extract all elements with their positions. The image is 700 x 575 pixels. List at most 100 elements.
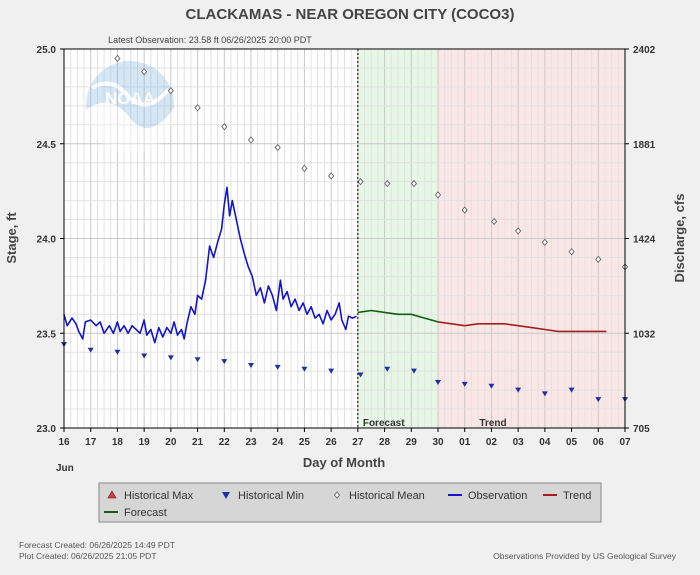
min-marker (328, 368, 335, 374)
y-left-tick-label: 24.0 (37, 235, 57, 246)
x-axis-label: Day of Month (303, 455, 385, 470)
legend: Historical Max Historical Min Historical M… (104, 490, 591, 519)
mean-marker (274, 143, 281, 152)
legend-box (98, 482, 602, 523)
mean-marker (221, 122, 228, 131)
legend-item-historical-max: Historical Max (107, 490, 194, 502)
min-marker (301, 366, 308, 372)
latest-observation: Latest Observation: 23.58 ft 06/26/2025 … (108, 35, 312, 45)
series-forecast (357, 309, 439, 323)
x-tick-label: 30 (432, 437, 444, 448)
series-trend (437, 321, 607, 333)
y-axis-right-label: Discharge, cfs (672, 194, 687, 283)
series-historical-mean (114, 54, 629, 271)
legend-label: Trend (563, 490, 591, 502)
y-right-tick-label: 1881 (633, 140, 656, 151)
min-marker (541, 391, 548, 397)
mean-marker (167, 86, 174, 95)
month-label: Jun (56, 463, 74, 474)
chart-title: CLACKAMAS - NEAR OREGON CITY (COCO3) (186, 6, 515, 23)
legend-label: Historical Max (124, 490, 194, 502)
min-marker (410, 368, 417, 374)
min-marker (194, 357, 201, 363)
legend-item-trend: Trend (543, 490, 591, 502)
x-tick-label: 05 (566, 437, 578, 448)
mean-marker (194, 104, 201, 112)
mean-marker (357, 177, 364, 186)
series-line (437, 321, 607, 333)
legend-item-forecast: Forecast (104, 507, 167, 519)
x-tick-label: 24 (272, 437, 284, 448)
legend-max-icon (107, 490, 117, 499)
data-credit: Observations Provided by US Geological S… (493, 551, 677, 561)
x-tick-label: 20 (165, 437, 177, 448)
mean-marker (384, 179, 391, 188)
x-tick-label: 26 (326, 437, 338, 448)
x-tick-label: 23 (245, 437, 257, 448)
mean-marker (461, 206, 468, 214)
min-marker (221, 359, 228, 365)
trend-region-label: Trend (479, 418, 506, 429)
mean-marker (410, 179, 418, 188)
legend-min-icon (222, 492, 230, 499)
min-marker (595, 397, 602, 403)
forecast-region-label: Forecast (363, 418, 405, 429)
legend-label: Observation (468, 490, 527, 502)
legend-item-observation: Observation (448, 490, 527, 502)
min-marker (357, 372, 364, 378)
y-axis-left-ticks: 23.0 23.5 24.0 24.5 25.0 (37, 45, 64, 435)
noaa-logo: NOAA (86, 61, 175, 154)
x-tick-label: 25 (299, 437, 311, 448)
legend-mean-icon (333, 491, 341, 499)
y-right-tick-label: 705 (633, 424, 650, 435)
min-marker (461, 381, 468, 387)
plot-created: Plot Created: 06/26/2025 21:05 PDT (19, 551, 157, 561)
legend-label: Historical Mean (349, 490, 425, 502)
mean-marker (434, 191, 442, 199)
x-tick-label: 01 (459, 437, 471, 448)
min-marker (488, 383, 495, 389)
mean-marker (114, 54, 121, 63)
x-tick-label: 28 (379, 437, 391, 448)
noaa-logo-text: NOAA (105, 89, 155, 108)
legend-label: Forecast (124, 507, 167, 519)
x-tick-label: 21 (192, 437, 204, 448)
series-line (63, 186, 357, 344)
mean-marker (247, 136, 255, 144)
y-axis-right-ticks: 705 1032 1424 1881 2402 (625, 45, 656, 435)
x-tick-label: 27 (352, 437, 364, 448)
y-left-tick-label: 24.5 (37, 140, 57, 151)
x-axis-ticks: 16 17 18 19 20 21 22 23 24 25 26 27 28 29 30 01 02 03 04 05… (58, 428, 631, 448)
min-marker (167, 355, 174, 361)
min-marker (568, 387, 575, 393)
min-marker (141, 353, 148, 359)
y-left-tick-label: 23.5 (37, 329, 57, 340)
x-tick-label: 04 (539, 437, 551, 448)
forecast-created: Forecast Created: 06/26/2025 14:49 PDT (19, 540, 175, 550)
y-right-tick-label: 1032 (633, 329, 656, 340)
x-tick-label: 29 (406, 437, 418, 448)
x-tick-label: 06 (593, 437, 605, 448)
x-tick-label: 22 (219, 437, 231, 448)
mean-marker (515, 227, 522, 235)
min-marker (87, 347, 94, 353)
series-layer (61, 54, 629, 403)
mean-marker (301, 164, 308, 173)
y-left-tick-label: 23.0 (37, 424, 57, 435)
mean-marker (568, 248, 575, 256)
x-tick-label: 07 (619, 437, 631, 448)
mean-marker (141, 68, 148, 76)
series-line (357, 309, 439, 323)
min-marker (435, 380, 441, 386)
legend-item-historical-mean: Historical Mean (333, 490, 425, 502)
y-right-tick-label: 1424 (633, 235, 656, 246)
min-marker (384, 366, 391, 372)
min-marker (114, 349, 121, 355)
y-left-tick-label: 25.0 (37, 45, 57, 56)
plot-border (63, 48, 626, 429)
mean-marker (328, 172, 335, 180)
mean-marker (595, 255, 602, 264)
legend-label: Historical Min (238, 490, 304, 502)
x-tick-label: 17 (85, 437, 97, 448)
